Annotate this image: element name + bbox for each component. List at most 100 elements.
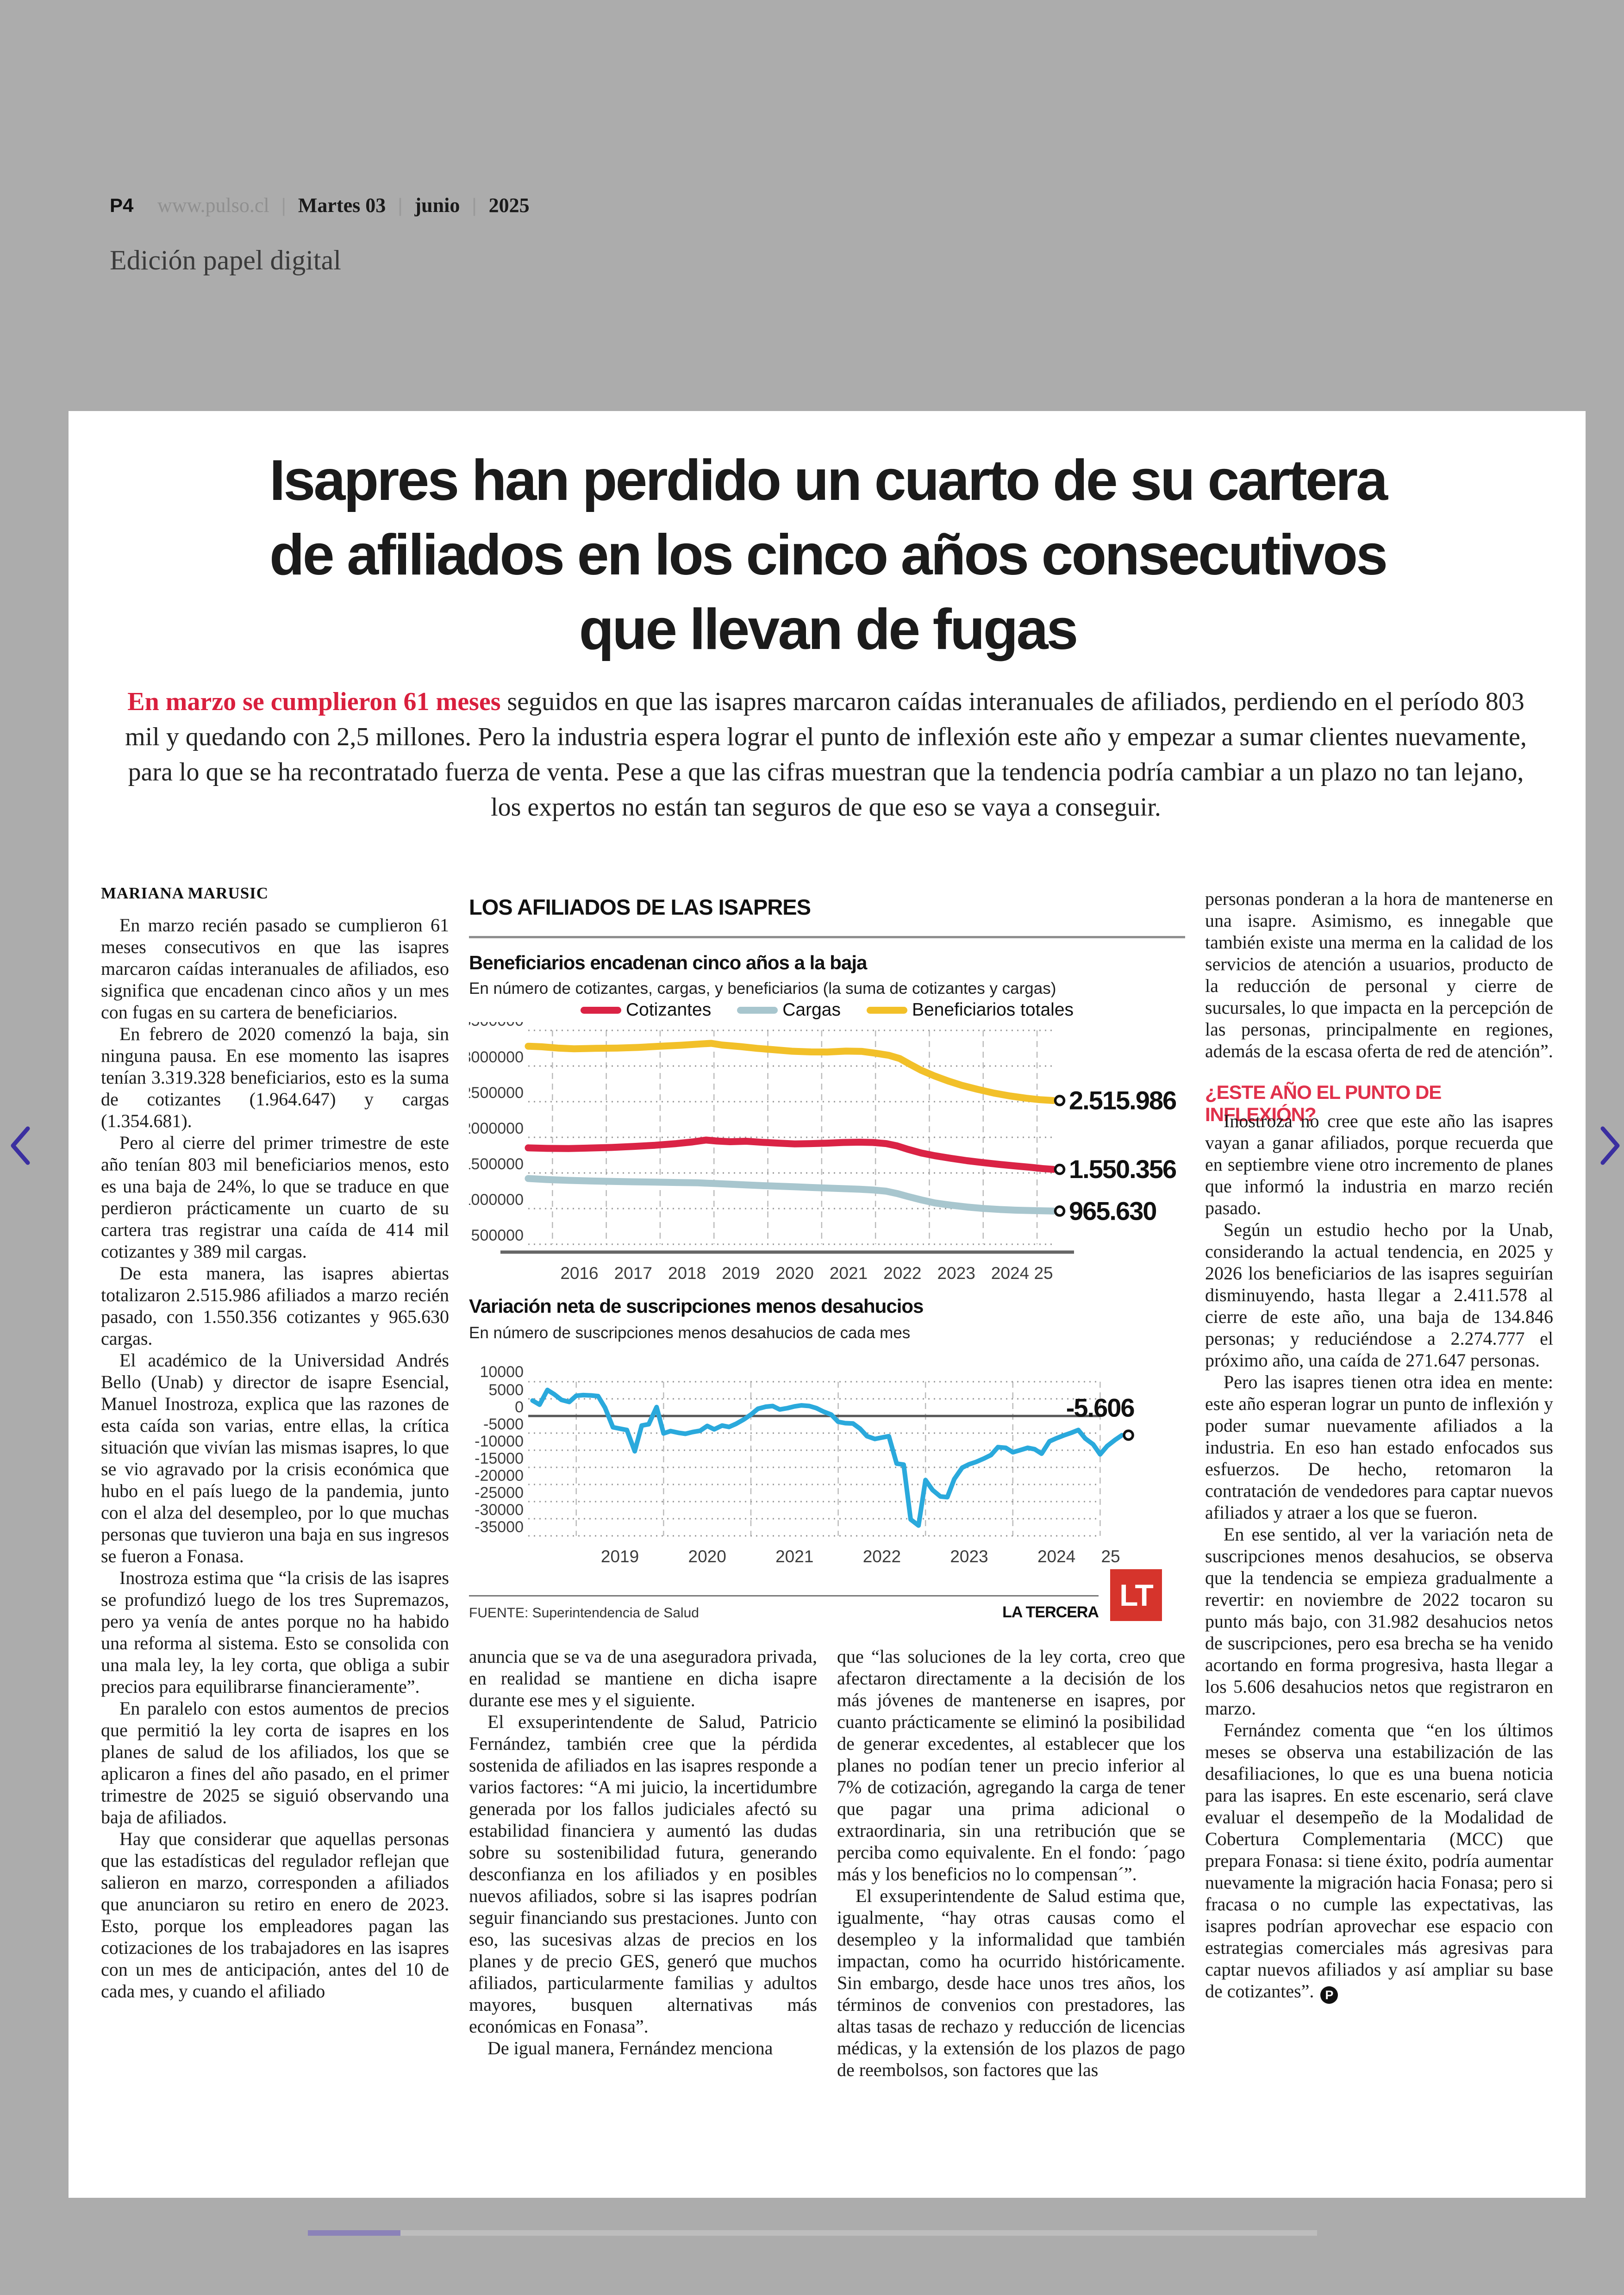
- beneficiarios-line-chart: 3500000 3000000 2500000 2000000 1500000 10000…: [469, 1022, 1177, 1283]
- svg-text:2018: 2018: [668, 1264, 706, 1283]
- chart1-subtitle: En número de cotizantes, cargas, y benef…: [469, 979, 1056, 998]
- svg-text:25: 25: [1101, 1547, 1120, 1566]
- svg-text:2017: 2017: [614, 1264, 652, 1283]
- legend-swatch-icon: [866, 1006, 907, 1014]
- chevron-left-icon: [11, 1126, 30, 1165]
- svg-text:1500000: 1500000: [469, 1155, 524, 1173]
- legend-swatch-icon: [580, 1006, 621, 1014]
- headline-line: Isapres han perdido un cuarto de su cart…: [269, 449, 1388, 512]
- svg-text:2022: 2022: [863, 1547, 901, 1566]
- separator: |: [397, 194, 403, 216]
- date-day: Martes 03: [298, 194, 386, 217]
- paragraph: El exsuperintendente de Salud, Patricio …: [469, 1711, 817, 2037]
- svg-text:-20000: -20000: [475, 1467, 524, 1484]
- paragraph: De esta manera, las isapres abiertas tot…: [101, 1263, 449, 1349]
- svg-text:2000000: 2000000: [469, 1120, 524, 1137]
- page-number: P4: [110, 194, 134, 216]
- svg-text:500000: 500000: [471, 1227, 524, 1244]
- svg-text:-5000: -5000: [483, 1416, 524, 1433]
- date-month: junio: [414, 194, 460, 217]
- source-label: FUENTE: Superintendencia de Salud: [469, 1605, 699, 1621]
- paragraph: Pero las isapres tienen otra idea en men…: [1205, 1372, 1553, 1523]
- headline-line: de afiliados en los cinco años consecuti…: [269, 523, 1388, 587]
- lead-text: seguidos en que las isapres marcaron caí…: [125, 687, 1527, 822]
- svg-text:-30000: -30000: [475, 1501, 524, 1519]
- body-column-4-top: personas ponderan a la hora de manteners…: [1205, 888, 1553, 1062]
- svg-text:2022: 2022: [883, 1264, 921, 1283]
- svg-text:-15000: -15000: [475, 1450, 524, 1467]
- divider-rule: [469, 1595, 1099, 1597]
- separator: |: [472, 194, 477, 216]
- paragraph: que “las soluciones de la ley corta, cre…: [837, 1646, 1185, 1884]
- paragraph: personas ponderan a la hora de manteners…: [1205, 888, 1553, 1061]
- svg-text:2.515.986: 2.515.986: [1069, 1086, 1176, 1115]
- paragraph: De igual manera, Fernández menciona: [487, 2038, 773, 2058]
- svg-text:1.550.356: 1.550.356: [1069, 1154, 1176, 1184]
- prev-page-button[interactable]: [4, 1120, 45, 1171]
- svg-text:965.630: 965.630: [1069, 1196, 1156, 1225]
- svg-text:2021: 2021: [830, 1264, 868, 1283]
- section-subhead: ¿ESTE AÑO EL PUNTO DE INFLEXIÓN?: [1205, 1081, 1442, 1125]
- chart-source-row: FUENTE: Superintendencia de Salud LA TER…: [469, 1603, 1099, 1621]
- page-progress-scrollbar[interactable]: [308, 2230, 1317, 2236]
- body-column-2: anuncia que se va de una aseguradora pri…: [469, 1646, 817, 2059]
- body-column-1: En marzo recién pasado se cumplieron 61 …: [101, 914, 449, 2002]
- chart2-subtitle: En número de suscripciones menos desahuc…: [469, 1324, 911, 1342]
- paragraph: Inostroza no cree que este año las isapr…: [1205, 1110, 1553, 1218]
- next-page-button[interactable]: [1589, 1120, 1624, 1171]
- svg-text:2019: 2019: [722, 1264, 760, 1283]
- paragraph: Pero al cierre del primer trimestre de e…: [101, 1132, 449, 1262]
- separator: |: [281, 194, 287, 216]
- paragraph: anuncia que se va de una aseguradora pri…: [469, 1646, 817, 1710]
- svg-text:-10000: -10000: [475, 1433, 524, 1450]
- la-tercera-logo: LT: [1110, 1569, 1162, 1621]
- credit-label: LA TERCERA: [1002, 1603, 1099, 1621]
- paragraph: Fernández comenta que “en los últimos me…: [1205, 1719, 1553, 2004]
- svg-text:0: 0: [515, 1398, 524, 1416]
- headline-line: que llevan de fugas: [579, 598, 1079, 662]
- paragraph: Inostroza estima que “la crisis de las i…: [101, 1567, 449, 1697]
- date-year: 2025: [488, 194, 530, 217]
- legend-swatch-icon: [737, 1006, 778, 1014]
- legend-label: Beneficiarios totales: [912, 1000, 1074, 1020]
- svg-text:25: 25: [1034, 1264, 1053, 1283]
- viewer-header: P4 www.pulso.cl | Martes 03 | junio | 20…: [110, 193, 530, 217]
- paragraph: Según un estudio hecho por la Unab, cons…: [1205, 1219, 1553, 1371]
- svg-text:3000000: 3000000: [469, 1048, 524, 1066]
- svg-text:3500000: 3500000: [469, 1022, 524, 1029]
- divider-rule: [469, 936, 1185, 938]
- chart2-title: Variación neta de suscripciones menos de…: [469, 1295, 924, 1317]
- article-headline: Isapres han perdido un cuarto de su cart…: [138, 443, 1518, 667]
- svg-text:2020: 2020: [688, 1547, 726, 1566]
- article-end-mark: P: [1320, 1986, 1338, 2004]
- variacion-neta-line-chart: 1000050000-5000-10000-15000-20000-25000-…: [475, 1363, 1135, 1566]
- article-page: Isapres han perdido un cuarto de su cart…: [69, 411, 1586, 2198]
- svg-text:1000000: 1000000: [469, 1191, 524, 1209]
- svg-text:2023: 2023: [950, 1547, 988, 1566]
- svg-text:2020: 2020: [776, 1264, 814, 1283]
- svg-text:-35000: -35000: [475, 1518, 524, 1536]
- paragraph: En marzo recién pasado se cumplieron 61 …: [101, 915, 449, 1023]
- article-lead: En marzo se cumplieron 61 meses seguidos…: [118, 684, 1534, 825]
- svg-text:2500000: 2500000: [469, 1084, 524, 1102]
- legend-label: Cotizantes: [625, 1000, 712, 1020]
- body-column-4: Inostroza no cree que este año las isapr…: [1205, 1110, 1553, 2004]
- legend-item: Beneficiarios totales: [866, 1000, 1074, 1020]
- svg-text:2024: 2024: [1037, 1547, 1075, 1566]
- chevron-right-icon: [1600, 1126, 1620, 1165]
- paragraph: El académico de la Universidad Andrés Be…: [101, 1350, 449, 1566]
- svg-text:2019: 2019: [601, 1547, 639, 1566]
- byline: MARIANA MARUSIC: [101, 884, 269, 902]
- svg-text:2021: 2021: [775, 1547, 813, 1566]
- paragraph: En paralelo con estos aumentos de precio…: [101, 1698, 449, 1827]
- paragraph: El exsuperintendente de Salud estima que…: [837, 1885, 1185, 2080]
- svg-text:5000: 5000: [488, 1381, 524, 1399]
- edition-label: Edición papel digital: [110, 245, 341, 275]
- svg-text:2024: 2024: [991, 1264, 1029, 1283]
- legend-label: Cargas: [782, 1000, 841, 1020]
- chart1-legend: Cotizantes Cargas Beneficiarios totales: [469, 1000, 1185, 1020]
- svg-text:-25000: -25000: [475, 1484, 524, 1502]
- legend-item: Cargas: [737, 1000, 841, 1020]
- svg-text:10000: 10000: [480, 1363, 524, 1381]
